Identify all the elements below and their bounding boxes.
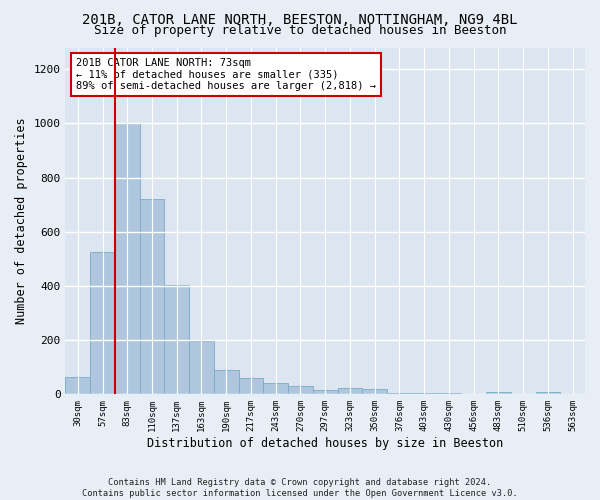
Bar <box>189 340 214 394</box>
Bar <box>536 392 560 394</box>
Bar <box>387 393 412 394</box>
Bar <box>239 378 263 394</box>
Bar <box>362 390 387 394</box>
Text: 201B, CATOR LANE NORTH, BEESTON, NOTTINGHAM, NG9 4BL: 201B, CATOR LANE NORTH, BEESTON, NOTTING… <box>82 12 518 26</box>
Bar <box>313 390 338 394</box>
Bar <box>164 284 189 395</box>
Text: 201B CATOR LANE NORTH: 73sqm
← 11% of detached houses are smaller (335)
89% of s: 201B CATOR LANE NORTH: 73sqm ← 11% of de… <box>76 58 376 91</box>
Bar <box>486 392 511 394</box>
Bar <box>214 370 239 394</box>
X-axis label: Distribution of detached houses by size in Beeston: Distribution of detached houses by size … <box>147 437 503 450</box>
Bar <box>90 252 115 394</box>
Bar <box>437 393 461 394</box>
Bar <box>412 393 437 394</box>
Bar <box>115 124 140 394</box>
Y-axis label: Number of detached properties: Number of detached properties <box>15 118 28 324</box>
Bar <box>140 199 164 394</box>
Text: Size of property relative to detached houses in Beeston: Size of property relative to detached ho… <box>94 24 506 37</box>
Bar <box>65 376 90 394</box>
Text: Contains HM Land Registry data © Crown copyright and database right 2024.
Contai: Contains HM Land Registry data © Crown c… <box>82 478 518 498</box>
Bar <box>263 384 288 394</box>
Bar <box>288 386 313 394</box>
Bar <box>338 388 362 394</box>
